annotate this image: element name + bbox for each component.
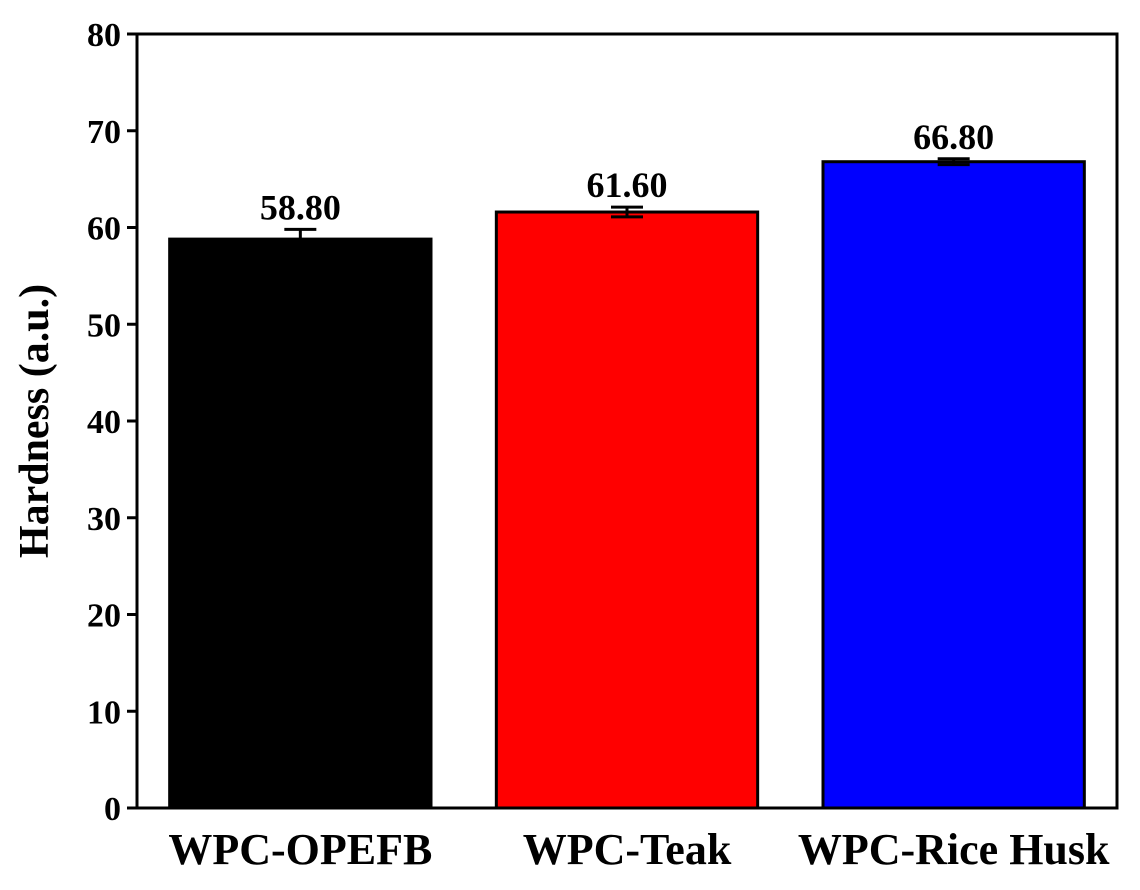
x-category-label: WPC-OPEFB	[168, 825, 432, 874]
y-tick-label: 40	[87, 404, 121, 441]
data-label: 66.80	[913, 117, 994, 157]
error-bars	[284, 157, 970, 251]
x-category-label: WPC-Teak	[523, 825, 732, 874]
data-label: 61.60	[587, 165, 668, 205]
plot-frame	[135, 32, 1119, 810]
y-tick-label: 60	[87, 211, 121, 248]
data-labels: 58.80 61.60 66.80	[260, 117, 994, 228]
y-tick-label: 80	[87, 17, 121, 54]
bar	[821, 160, 1086, 810]
y-axis-title: Hardness (a.u.)	[12, 284, 58, 558]
x-axis-category-labels: WPC-OPEFB WPC-Teak WPC-Rice Husk	[168, 825, 1110, 874]
y-tick-label: 20	[87, 598, 121, 635]
y-tick-label: 70	[87, 114, 121, 151]
y-tick-label: 50	[87, 307, 121, 344]
y-tick-label: 10	[87, 694, 121, 731]
y-tick-label: 30	[87, 501, 121, 538]
y-tick-label: 0	[104, 791, 121, 828]
bar	[168, 237, 433, 810]
data-label: 58.80	[260, 187, 341, 227]
y-axis-ticks: 0 10 20 30 40 50 60 70 80	[87, 17, 137, 828]
bars	[168, 160, 1086, 810]
x-category-label: WPC-Rice Husk	[798, 825, 1110, 874]
bar	[494, 210, 760, 810]
